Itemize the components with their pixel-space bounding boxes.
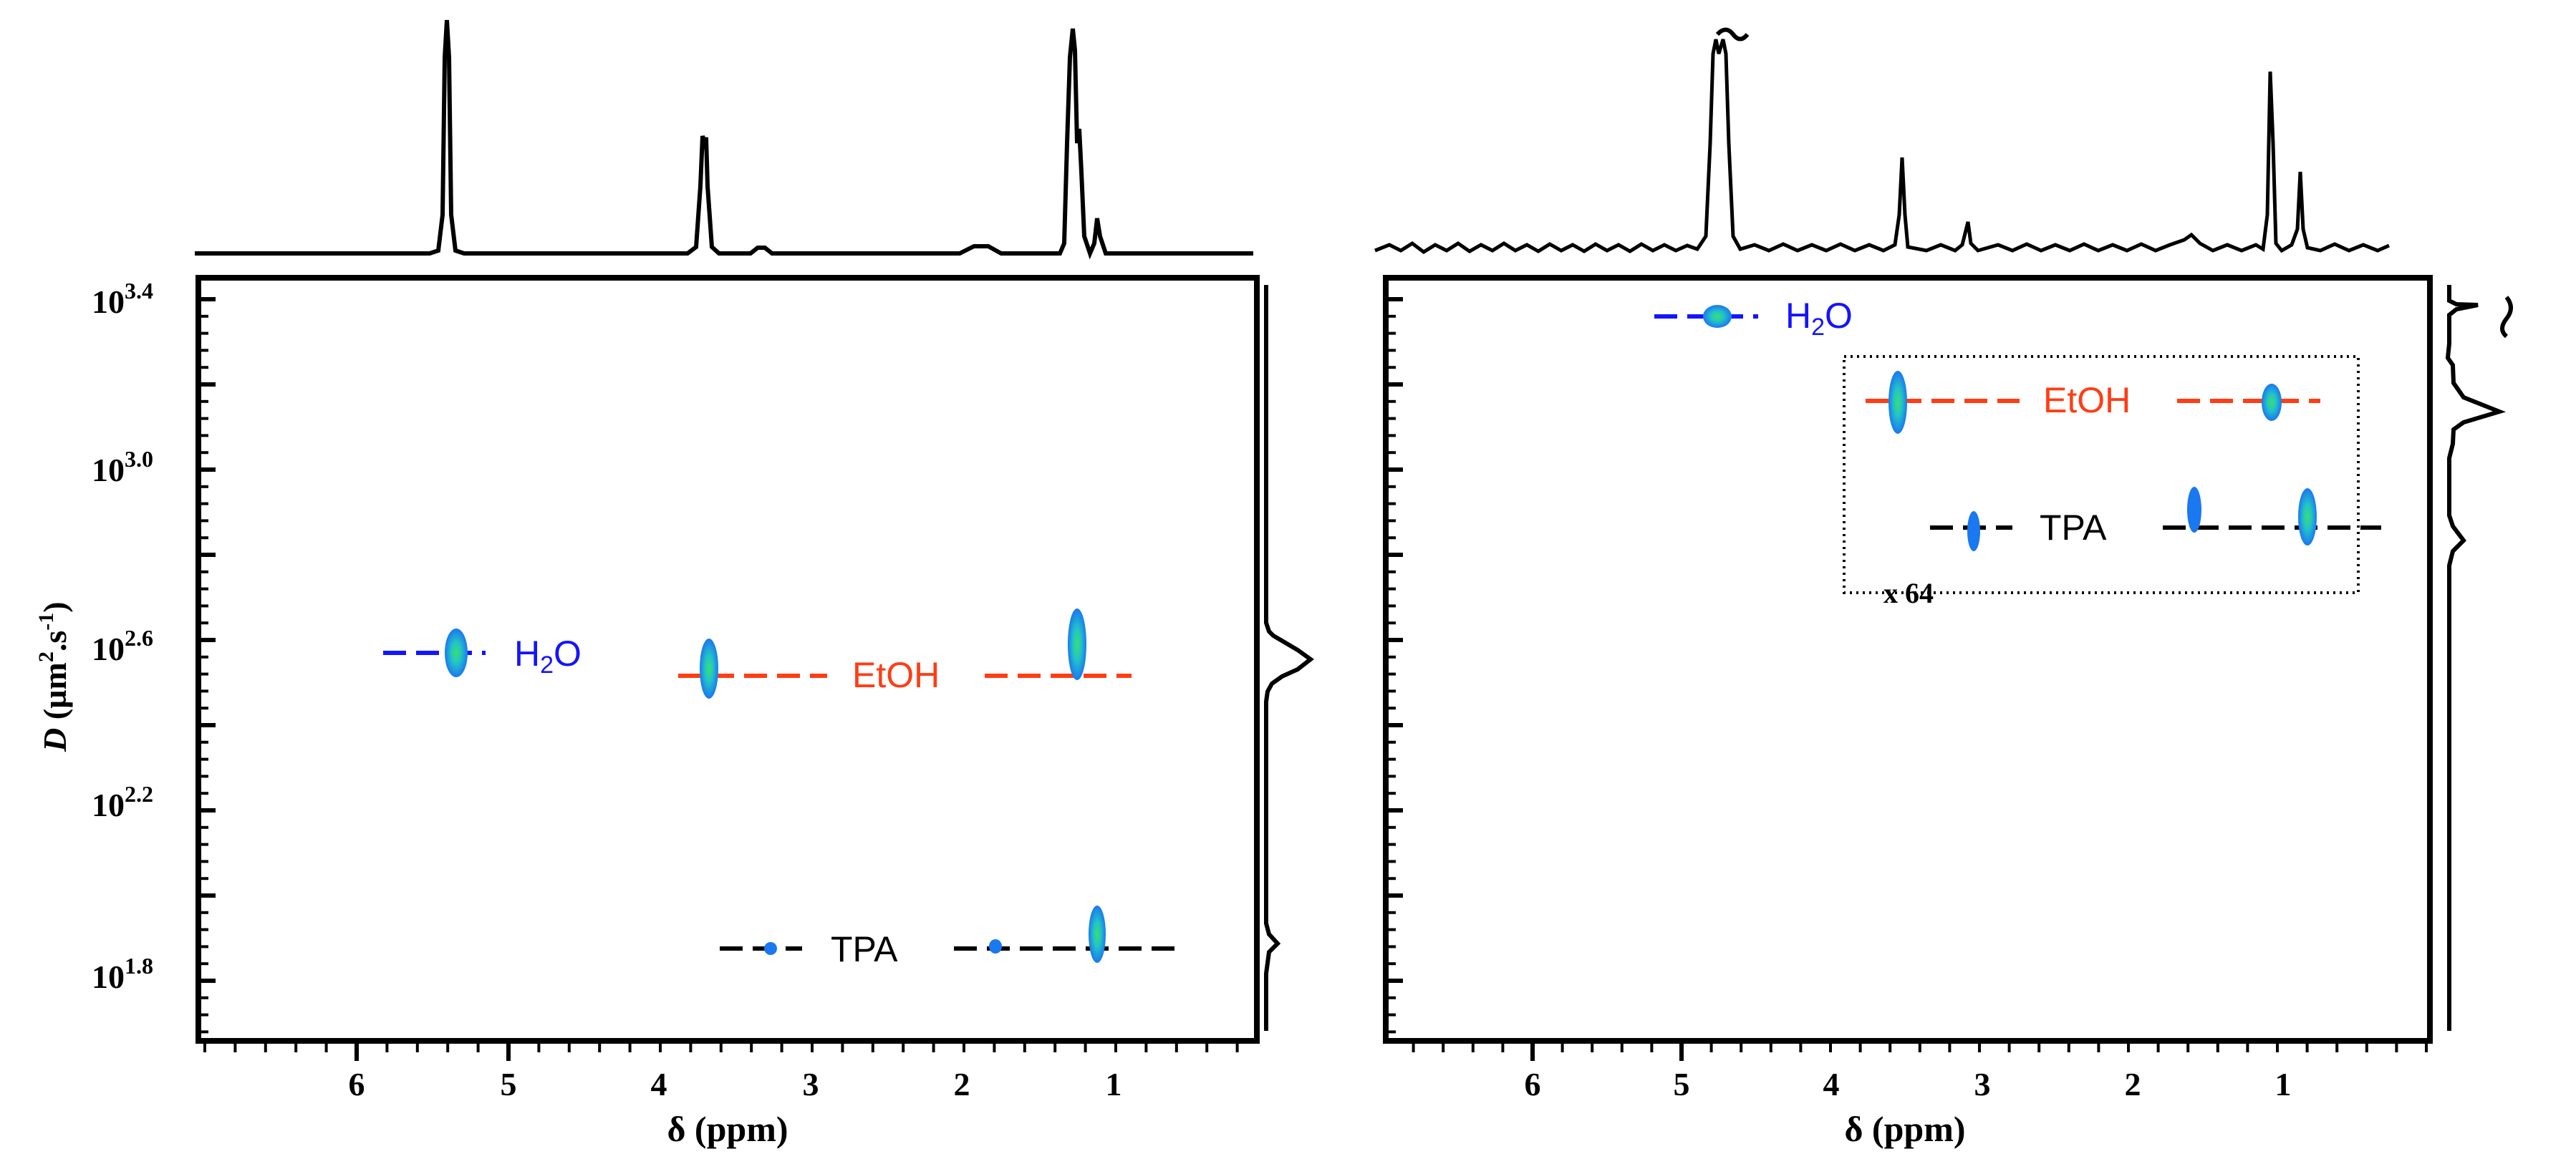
left-etoh-peak-2 [1068,608,1086,680]
svg-text:102.2: 102.2 [92,781,153,823]
svg-text:102.6: 102.6 [92,625,153,667]
right-etoh-peak-2 [2262,384,2282,421]
left-axis-ticks [198,297,1239,1061]
right-tpa-peak-3 [2298,488,2317,545]
right-inset-box [1843,355,2360,594]
right-h2o-peak [1703,305,1732,328]
svg-text:103.0: 103.0 [92,446,153,488]
left-tpa-peak-1 [764,942,777,955]
left-panel: H2O EtOH TPA 103.4 103.0 102.6 102.2 101… [34,19,1315,1149]
right-inset-label: x 64 [1883,577,1934,609]
left-tpa-peak-3 [1089,906,1106,963]
right-tpa-peak-2 [2187,487,2201,533]
right-etoh-peak-1 [1888,371,1907,434]
left-y-axis-label: D (µm2.s-1) [34,601,73,752]
left-top-spectrum [195,19,1253,260]
left-tpa-label: TPA [831,929,898,969]
right-side-projection [2445,285,2507,1031]
left-x-tick-labels: 6 5 4 3 2 1 [349,1066,1122,1102]
right-tpa-peak-1 [1967,511,1980,551]
svg-text:3: 3 [803,1066,819,1102]
left-h2o-label: H2O [514,634,582,679]
svg-text:5: 5 [501,1066,517,1102]
svg-text:103.4: 103.4 [92,278,153,320]
left-etoh-label: EtOH [852,655,940,695]
right-etoh-label: EtOH [2043,380,2131,420]
right-x-axis-label: δ (ppm) [1844,1109,1965,1149]
right-top-spectrum [1374,39,2391,255]
svg-text:6: 6 [1525,1066,1541,1102]
left-x-axis-label: δ (ppm) [667,1109,788,1149]
left-h2o-peak [445,629,468,677]
right-panel: x 64 H2O EtOH TPA 6 5 4 3 2 1 δ (ppm) [1374,27,2513,1149]
svg-text:1: 1 [2275,1066,2292,1102]
right-top-break-icon [1715,27,1750,42]
left-tpa-peak-2 [989,939,1002,954]
svg-text:101.8: 101.8 [92,953,153,995]
right-plot-frame [1383,275,2433,1044]
svg-text:2: 2 [2125,1066,2141,1102]
right-h2o-label: H2O [1785,296,1853,341]
left-etoh-peak-1 [700,639,718,699]
right-x-tick-labels: 6 5 4 3 2 1 [1525,1066,2292,1102]
right-tpa-label: TPA [2040,508,2107,548]
left-y-tick-labels: 103.4 103.0 102.6 102.2 101.8 [92,278,153,995]
svg-text:4: 4 [1823,1066,1840,1102]
right-side-break-icon [2500,296,2513,339]
right-axis-ticks [1386,297,2428,1061]
svg-text:3: 3 [1974,1066,1991,1102]
svg-text:5: 5 [1674,1066,1690,1102]
svg-text:2: 2 [954,1066,970,1102]
svg-text:1: 1 [1106,1066,1122,1102]
svg-text:6: 6 [349,1066,365,1102]
left-side-projection [1264,285,1315,1031]
left-plot-frame [196,275,1260,1044]
svg-text:4: 4 [651,1066,667,1102]
